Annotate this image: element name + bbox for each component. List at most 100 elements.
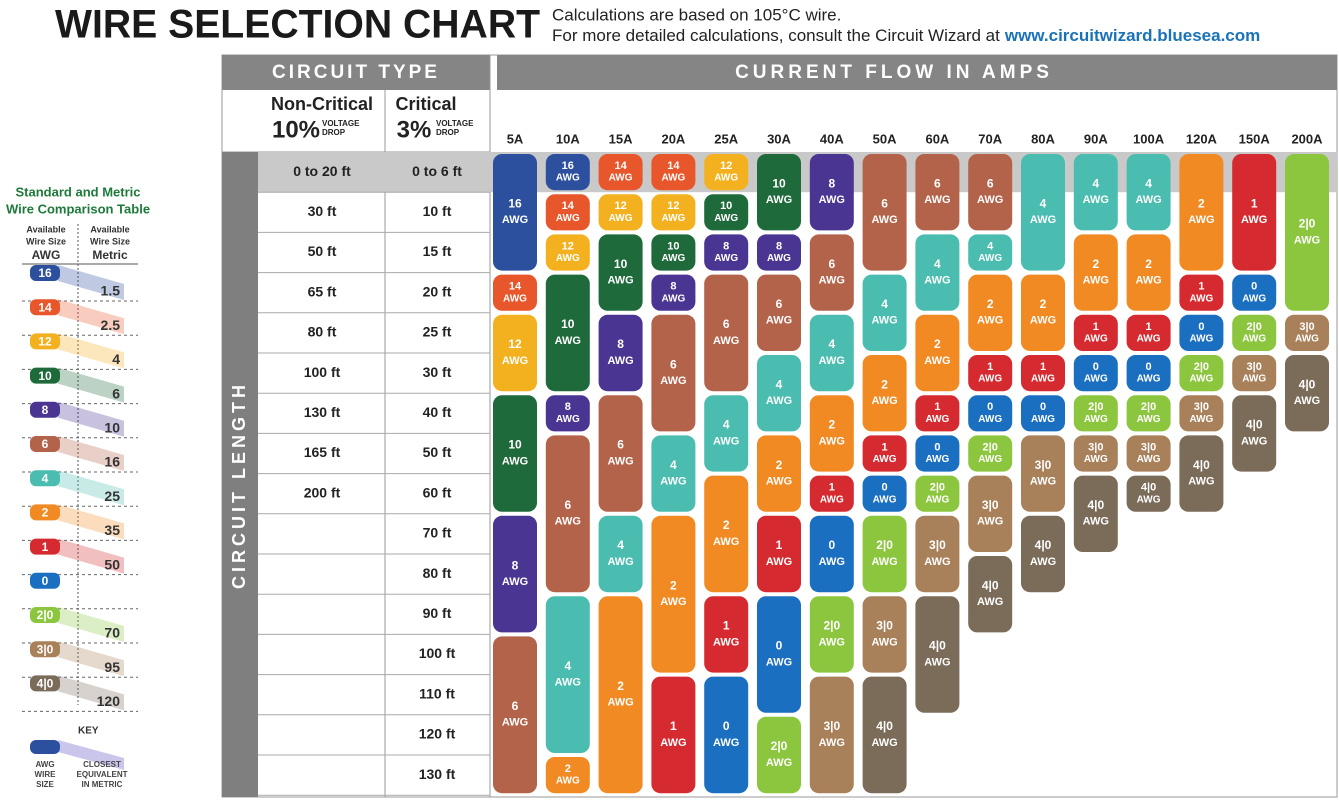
- match-band: [58, 265, 124, 300]
- awg-label: AWG: [925, 494, 949, 505]
- key-label: WIRE: [35, 770, 57, 779]
- wire-pill: [493, 395, 537, 512]
- gauge-label: 2|0: [1299, 217, 1316, 231]
- amp-label: 60A: [925, 131, 949, 146]
- metric-label: 6: [112, 385, 120, 401]
- gauge-label: 6: [723, 317, 730, 331]
- length-label: 40 ft: [423, 404, 452, 420]
- gauge-label: 12: [667, 200, 679, 212]
- wire-pill: [545, 395, 590, 432]
- gauge-label: 3|0: [876, 619, 893, 633]
- gauge-label: 1: [829, 482, 835, 494]
- wire-pill: [704, 395, 749, 472]
- side-header: Wire Size: [90, 236, 130, 246]
- gauge-label: 8: [828, 176, 835, 190]
- gauge-label: 0: [934, 441, 940, 453]
- key-label: AWG: [35, 760, 54, 769]
- awg-label: AWG: [1031, 414, 1055, 425]
- wire-pill: [1285, 355, 1329, 432]
- awg-label: AWG: [1030, 214, 1056, 226]
- awg-label: AWG: [661, 173, 685, 184]
- awg-chip: [30, 538, 60, 555]
- match-band: [58, 641, 124, 677]
- awg-label: AWG: [1137, 374, 1161, 385]
- wire-pill: [1179, 435, 1224, 512]
- awg-label: AWG: [1242, 334, 1266, 345]
- awg-label: AWG: [556, 253, 580, 264]
- awg-label: AWG: [660, 596, 686, 608]
- awg-label: AWG: [1030, 556, 1056, 568]
- wire-pill: [809, 676, 854, 794]
- gauge-label: 4|0: [876, 719, 893, 733]
- drop-label: DROP: [436, 128, 460, 137]
- wire-pill: [1179, 395, 1224, 432]
- wire-pill: [1126, 435, 1171, 472]
- metric-label: 120: [97, 693, 121, 709]
- length-label: 70 ft: [423, 525, 452, 541]
- wire-pill: [757, 596, 801, 713]
- gauge-label: 10: [720, 200, 732, 212]
- wire-pill: [862, 515, 907, 593]
- wire-pill: [1232, 395, 1277, 472]
- awg-label: AWG: [661, 213, 685, 224]
- awg-label: AWG: [873, 454, 897, 465]
- awg-label: AWG: [1189, 374, 1213, 385]
- awg-label: AWG: [871, 395, 897, 407]
- gauge-label: 0: [1093, 361, 1099, 373]
- wire-pill: [757, 234, 801, 271]
- gauge-label: 4|0: [1087, 498, 1104, 512]
- gauge-label: 4|0: [1193, 458, 1210, 472]
- wire-pill: [704, 274, 749, 392]
- awg-chip: [30, 367, 60, 384]
- metric-label: 1.5: [101, 283, 121, 299]
- wire-pill: [1232, 154, 1277, 271]
- gauge-label: 10: [508, 438, 522, 452]
- length-label: 120 ft: [419, 726, 456, 742]
- heading: CIRCUIT LENGTH: [229, 381, 249, 589]
- awg-label: AWG: [871, 737, 897, 749]
- awg-chip: [30, 572, 60, 589]
- awg-label: AWG: [660, 737, 686, 749]
- awg-chip: [30, 504, 60, 521]
- awg-label: AWG: [660, 476, 686, 488]
- gauge-label: 3|0: [1141, 441, 1156, 453]
- wire-pill: [1021, 435, 1065, 512]
- gauge-label: 14: [562, 200, 575, 212]
- gauge-label: 2: [1092, 257, 1099, 271]
- gauge-label: 0: [1146, 361, 1152, 373]
- wire-pill: [545, 435, 590, 593]
- wire-pill: [757, 154, 801, 231]
- length-label: 200 ft: [304, 484, 341, 500]
- awg-label: AWG: [978, 253, 1002, 264]
- side-header: Wire Size: [26, 236, 66, 246]
- wire-pill: [704, 475, 749, 593]
- side-title: Standard and Metric: [16, 184, 141, 199]
- wire-pill: [704, 154, 749, 191]
- wire-pill: [493, 515, 537, 633]
- awg-chip-label: 6: [42, 437, 49, 451]
- awg-label: AWG: [1189, 414, 1213, 425]
- gauge-label: 0: [987, 401, 993, 413]
- amp-label: 20A: [661, 131, 685, 146]
- gauge-label: 6: [828, 257, 835, 271]
- awg-label: AWG: [873, 494, 897, 505]
- length-label: 30 ft: [308, 203, 337, 219]
- gauge-label: 2: [1198, 196, 1205, 210]
- gauge-label: 2: [617, 679, 624, 693]
- length-label: 60 ft: [423, 484, 452, 500]
- metric-label: 70: [104, 625, 120, 641]
- link[interactable]: www.circuitwizard.bluesea.com: [1004, 26, 1260, 45]
- metric-label: 50: [104, 556, 120, 572]
- wire-pill: [651, 234, 696, 271]
- wire-pill: [1073, 435, 1118, 472]
- gauge-label: 0: [1040, 401, 1046, 413]
- awg-label: AWG: [713, 636, 739, 648]
- drop-percent: 10%: [272, 116, 320, 143]
- wire-pill: [1126, 234, 1171, 311]
- awg-label: AWG: [1241, 214, 1267, 226]
- gauge-label: 4: [617, 538, 624, 552]
- wire-pill: [968, 154, 1013, 231]
- gauge-label: 1: [934, 401, 940, 413]
- wire-pill: [1126, 395, 1171, 432]
